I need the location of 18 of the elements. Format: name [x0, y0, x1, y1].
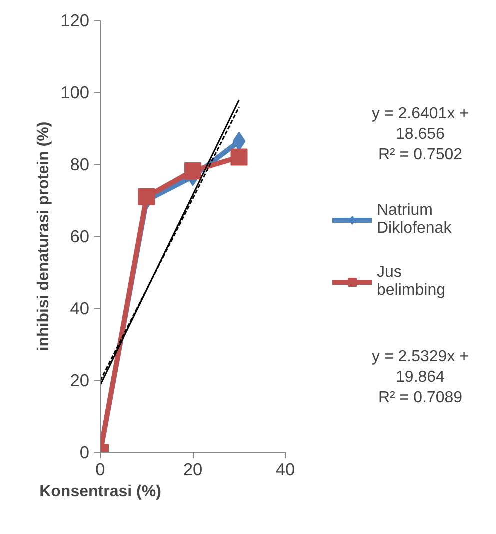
y-axis-title: inhibisi denaturasi protein (%) — [36, 122, 53, 352]
x-tick-label: 40 — [276, 460, 296, 480]
y-tick-label: 20 — [70, 370, 90, 390]
legend-label: Jus belimbing — [377, 263, 446, 301]
y-tick-label: 100 — [60, 82, 90, 102]
text: y = 2.6401x + 18.656 R² = 0.7502 — [372, 106, 469, 164]
y-tick-label: 0 — [80, 442, 90, 462]
legend-label: Natrium Diklofenak — [377, 201, 452, 239]
point — [138, 188, 156, 206]
point — [230, 148, 248, 166]
x-axis-title: Konsentrasi (%) — [40, 484, 162, 500]
y-tick-label: 40 — [70, 298, 90, 318]
y-tick-label: 120 — [60, 10, 90, 30]
x-tick-label: 0 — [96, 460, 106, 480]
y-tick-label: 80 — [70, 154, 90, 174]
y-tick-label: 60 — [70, 226, 90, 246]
text: y = 2.5329x + 19.864 R² = 0.7089 — [372, 348, 469, 406]
x-tick-label: 20 — [183, 460, 203, 480]
